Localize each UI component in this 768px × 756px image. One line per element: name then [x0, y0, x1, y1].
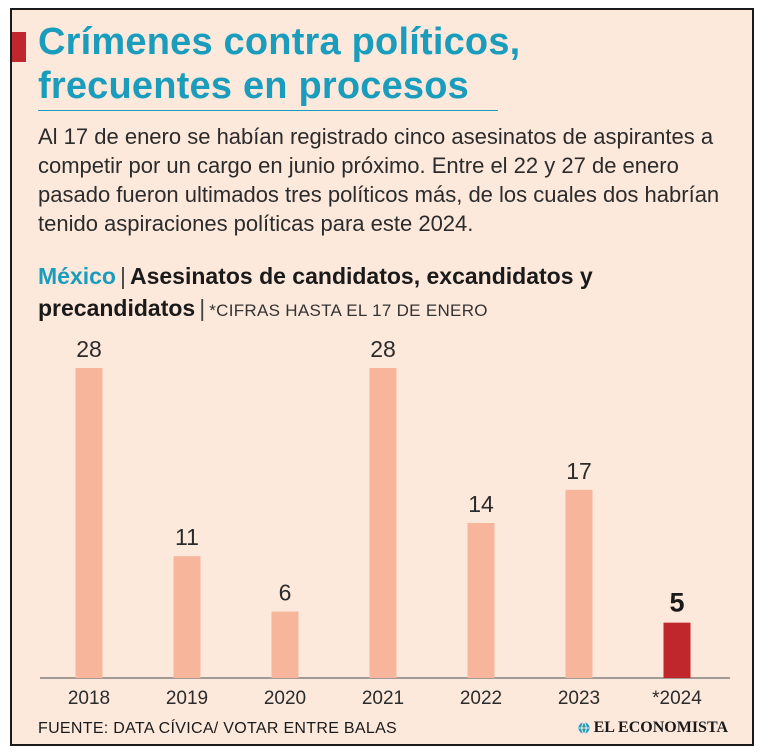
bar-2021: [369, 368, 397, 678]
bar-2019: [173, 556, 201, 678]
value-label-2021: 28: [370, 336, 396, 362]
infographic-panel: Crímenes contra políticos, frecuentes en…: [10, 8, 754, 746]
brand-logo: EL ECONOMISTA: [578, 719, 728, 737]
chart-subtitle: México | Asesinatos de candidatos, excandi…: [38, 260, 738, 327]
source-credit: FUENTE: DATA CÍVICA/ VOTAR ENTRE BALAS: [38, 720, 398, 737]
title-accent-bar: [12, 32, 26, 62]
intro-paragraph: Al 17 de enero se habían registrado cinc…: [38, 124, 720, 236]
x-tick-label-2019: 2019: [166, 688, 208, 709]
brand-globe-icon: [578, 722, 590, 734]
bar-2018: [75, 368, 103, 678]
value-label-2018: 28: [76, 336, 102, 362]
subtitle-main: Asesinatos de candidatos, excandidatos y…: [38, 263, 593, 321]
bar-2020: [271, 611, 299, 678]
bar-2022: [467, 523, 495, 678]
bar-2023: [565, 489, 593, 678]
x-tick-label-2023: 2023: [558, 688, 600, 709]
x-tick-label-2018: 2018: [68, 688, 110, 709]
value-label-2020: 6: [279, 580, 292, 606]
bar-2024: [663, 622, 691, 678]
bar-chart: 28 2018 11 2019 6 2020 28 2021 14 2022 17 2023 5 *202…: [40, 336, 730, 709]
value-label-2023: 17: [566, 458, 592, 484]
subtitle-note: *CIFRAS HASTA EL 17 DE ENERO: [209, 301, 488, 320]
brand-name: EL ECONOMISTA: [593, 719, 728, 736]
value-label-2024: 5: [669, 588, 684, 618]
subtitle-separator-1: |: [119, 263, 126, 289]
subtitle-region: México: [38, 263, 116, 289]
subtitle-separator-2: |: [199, 295, 206, 321]
x-tick-label-2022: 2022: [460, 688, 502, 709]
x-tick-label-2020: 2020: [264, 688, 306, 709]
value-label-2022: 14: [468, 491, 494, 517]
page-title: Crímenes contra políticos, frecuentes en…: [38, 20, 520, 108]
title-line-1: Crímenes contra políticos,: [38, 21, 521, 63]
x-tick-label-2021: 2021: [362, 688, 404, 709]
title-line-2: frecuentes en procesos: [38, 65, 470, 107]
title-underline: [38, 110, 498, 111]
value-label-2019: 11: [175, 524, 199, 550]
x-tick-label-2024: *2024: [652, 688, 702, 709]
